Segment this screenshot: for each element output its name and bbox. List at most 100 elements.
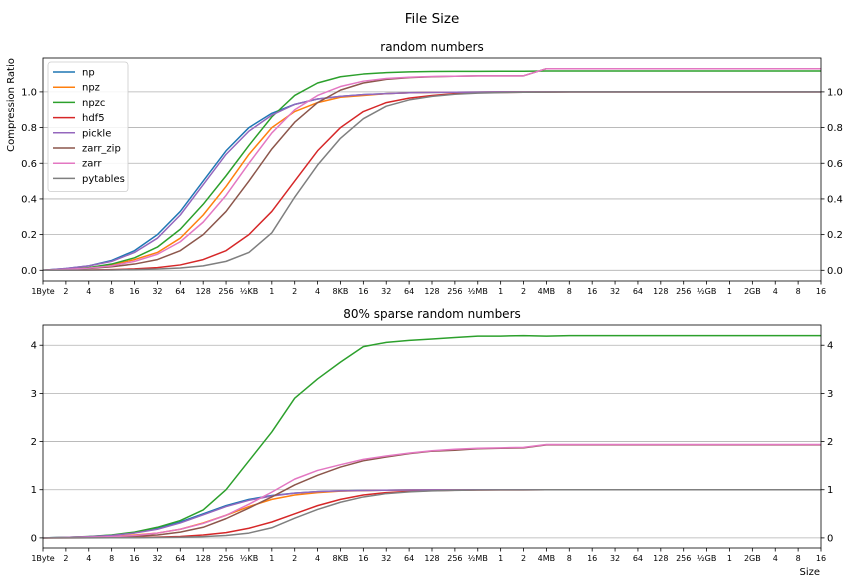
y-tick-label-right: 0.6	[827, 159, 843, 170]
chart-title: 80% sparse random numbers	[343, 307, 521, 321]
legend-entry: pytables	[82, 174, 125, 185]
legend-entry: zarr	[82, 159, 102, 170]
y-tick-label-left: 1	[31, 485, 37, 496]
series-line-np	[42, 488, 821, 539]
x-axis-label: Size	[799, 567, 820, 576]
x-tick-label: 16	[129, 554, 139, 563]
x-tick-label: 1	[727, 554, 732, 563]
x-tick-label: 2	[292, 287, 297, 296]
x-tick-label: 128	[424, 554, 439, 563]
legend-box	[47, 61, 129, 193]
y-tick-label-right: 4	[827, 341, 833, 352]
y-axis-label: Compression Ratio	[6, 58, 17, 152]
x-tick-label: 256	[218, 287, 233, 296]
chart-title: random numbers	[380, 40, 483, 54]
y-tick-label-right: 1	[827, 485, 833, 496]
y-tick-label-left: 0.2	[21, 230, 37, 241]
x-tick-label: 16	[587, 554, 597, 563]
y-tick-label-left: 2	[31, 437, 37, 448]
x-tick-label: 16	[358, 554, 368, 563]
legend-entry: zarr_zip	[82, 144, 121, 155]
legend-entry: npz	[82, 83, 100, 94]
legend-entry: pickle	[82, 128, 111, 139]
series-line-pytables	[43, 488, 821, 539]
x-tick-label: ½MB	[468, 287, 488, 296]
series-line-npz	[42, 91, 821, 272]
x-tick-label: 1Byte	[31, 287, 54, 296]
x-tick-label: 256	[447, 554, 462, 563]
x-tick-label: 64	[404, 554, 414, 563]
y-tick-label-left: 4	[31, 341, 37, 352]
x-tick-label: 2GB	[744, 287, 761, 296]
x-tick-label: ½MB	[468, 554, 488, 563]
y-tick-label-right: 0.0	[827, 266, 843, 277]
x-tick-label: 1	[269, 554, 274, 563]
series-line-pytables	[43, 91, 821, 272]
x-tick-label: 64	[633, 287, 643, 296]
x-tick-label: 2	[521, 554, 526, 563]
x-tick-label: 2	[292, 554, 297, 563]
x-tick-label: 1	[498, 287, 503, 296]
x-tick-label: 16	[358, 287, 368, 296]
x-tick-label: 256	[447, 287, 462, 296]
x-tick-label: 1	[498, 554, 503, 563]
x-tick-label: ½GB	[697, 287, 716, 296]
series-line-np	[42, 91, 821, 272]
plot-frame	[42, 324, 822, 549]
x-tick-label: 2GB	[744, 554, 761, 563]
x-tick-label: 4MB	[538, 287, 555, 296]
x-tick-label: 32	[381, 287, 391, 296]
series-line-hdf5	[42, 91, 821, 272]
y-tick-label-left: 0.8	[21, 123, 37, 134]
legend-entry: np	[82, 68, 95, 79]
x-tick-label: 16	[816, 287, 826, 296]
series-line-zarr-zip	[42, 67, 821, 272]
x-tick-label: 32	[152, 287, 162, 296]
x-tick-label: 8	[796, 287, 801, 296]
x-tick-label: 2	[521, 287, 526, 296]
y-tick-label-left: 1.0	[21, 87, 37, 98]
figure-title: File Size	[405, 11, 460, 27]
x-tick-label: 4	[315, 554, 320, 563]
x-tick-label: 256	[676, 287, 691, 296]
y-tick-label-left: 3	[31, 389, 37, 400]
series-line-npz	[42, 488, 821, 539]
x-tick-label: 128	[653, 287, 668, 296]
y-tick-label-right: 2	[827, 437, 833, 448]
series-line-pickle	[42, 91, 821, 272]
x-tick-label: 128	[653, 554, 668, 563]
x-tick-label: 8KB	[333, 287, 349, 296]
y-tick-label-left: 0	[31, 533, 37, 544]
x-tick-label: 8	[796, 554, 801, 563]
y-tick-label-left: 0.4	[21, 194, 37, 205]
x-tick-label: 8	[109, 287, 114, 296]
y-tick-label-left: 0.0	[21, 266, 37, 277]
x-tick-label: 16	[816, 554, 826, 563]
x-tick-label: 64	[633, 554, 643, 563]
x-tick-label: ½KB	[240, 287, 259, 296]
y-tick-label-right: 3	[827, 389, 833, 400]
legend-entry: npzc	[82, 98, 105, 109]
x-tick-label: 4	[315, 287, 320, 296]
x-tick-label: 256	[676, 554, 691, 563]
x-tick-label: 4	[86, 554, 91, 563]
x-tick-label: 32	[610, 554, 620, 563]
y-tick-label-right: 1.0	[827, 87, 843, 98]
series-line-zarr	[42, 67, 821, 272]
legend-entry: hdf5	[82, 113, 105, 124]
x-tick-label: 4	[86, 287, 91, 296]
y-tick-label-left: 0.6	[21, 159, 37, 170]
x-tick-label: 2	[63, 554, 68, 563]
x-tick-label: 4MB	[538, 554, 555, 563]
x-tick-label: 8	[567, 287, 572, 296]
series-line-pickle	[42, 488, 821, 539]
x-tick-label: 4	[773, 554, 778, 563]
x-tick-label: 8KB	[333, 554, 349, 563]
x-tick-label: 64	[175, 554, 185, 563]
series-line-npzc	[42, 70, 821, 272]
y-tick-label-right: 0.4	[827, 194, 843, 205]
x-tick-label: ½KB	[240, 554, 259, 563]
